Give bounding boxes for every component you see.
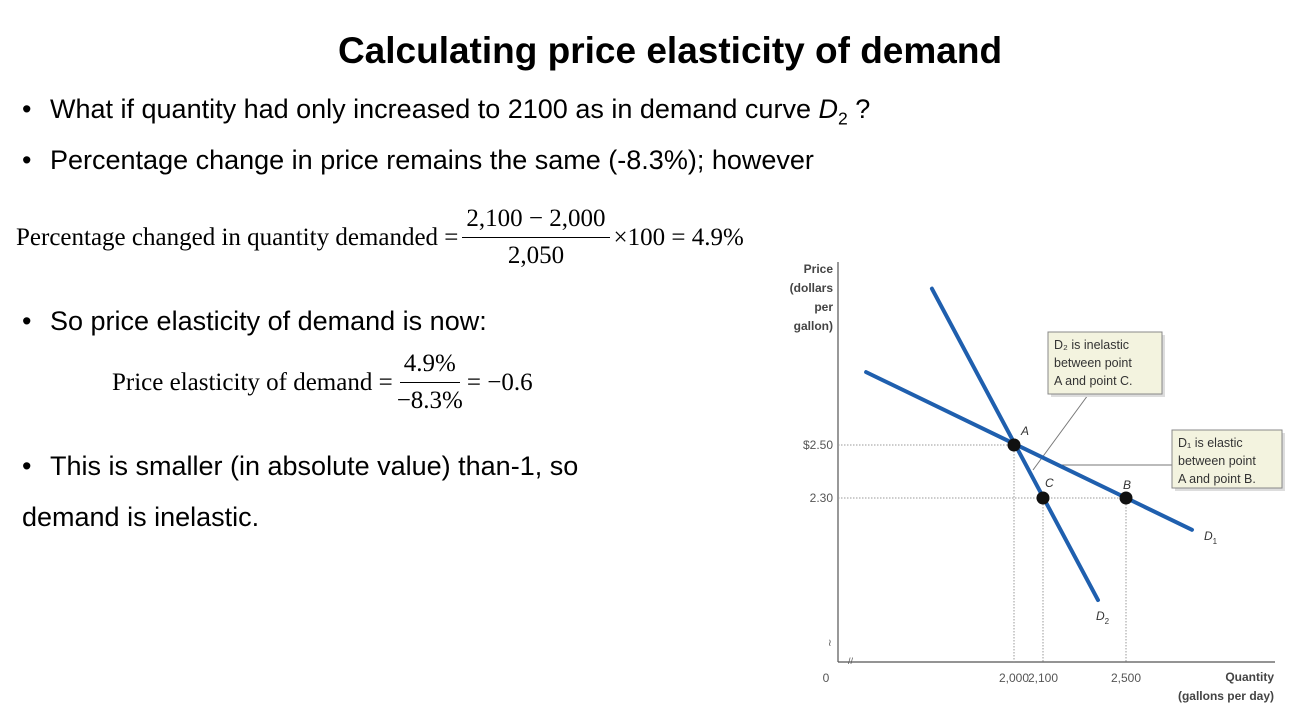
demand-curve-d1 [864, 370, 1194, 532]
axis-break-x: // [848, 656, 854, 666]
bullet-text: This is smaller (in absolute value) than… [50, 451, 579, 481]
bullet-text: So price elasticity of demand is now: [50, 306, 487, 336]
bullet-2: • Percentage change in price remains the … [22, 145, 814, 175]
point-b [1119, 491, 1133, 505]
curve-label-d1: D1 [1204, 529, 1218, 546]
equation-quantity-change: Percentage changed in quantity demanded … [16, 205, 744, 270]
y-axis-label: (dollars [790, 281, 834, 295]
y-tick-label: $2.50 [803, 438, 833, 452]
bullet-3: • So price elasticity of demand is now: [22, 306, 487, 336]
eq-rhs: = −0.6 [466, 368, 533, 396]
bullet-sub: 2 [837, 108, 848, 129]
slide-title: Calculating price elasticity of demand [337, 30, 1003, 71]
bullet-4: • This is smaller (in absolute value) tha… [22, 451, 579, 481]
x-axis-label: Quantity [1225, 670, 1274, 684]
y-axis-label: per [814, 300, 833, 314]
eq-rhs: ×100 = 4.9% [613, 223, 744, 251]
annotation-text: D₂ is inelastic [1054, 338, 1129, 352]
annotation-box-1 [1047, 331, 1163, 395]
axis-break-y: ≀ [828, 638, 832, 649]
point-c [1036, 491, 1050, 505]
bullet-text: Percentage change in price remains the s… [50, 145, 814, 175]
point-label-c: C [1045, 476, 1054, 490]
origin-label: 0 [823, 671, 830, 685]
point-a [1007, 438, 1021, 452]
y-axis-label: gallon) [794, 319, 833, 333]
x-axis-label: (gallons per day) [1178, 689, 1274, 703]
eq-lhs: Price elasticity of demand = [112, 368, 393, 396]
x-tick-label: 2,500 [1111, 671, 1141, 685]
annotation-text: between point [1178, 454, 1256, 468]
x-tick-label: 2,000 [999, 671, 1029, 685]
x-tick-label: 2,100 [1028, 671, 1058, 685]
bullet-tail: ? [847, 94, 871, 124]
bullet-1: • What if quantity had only increased to … [22, 94, 871, 129]
y-tick-label: 2.30 [810, 491, 834, 505]
annotation-text: D₁ is elastic [1178, 436, 1243, 450]
eq-denominator: −8.3% [396, 387, 463, 414]
bullet-var: D [818, 94, 838, 124]
point-label-b: B [1123, 478, 1131, 492]
eq-numerator: 4.9% [399, 350, 460, 383]
eq-lhs: Percentage changed in quantity demanded … [16, 223, 459, 251]
eq-denominator: 2,050 [507, 242, 565, 269]
bullet-text: What if quantity had only increased to 2… [50, 94, 819, 124]
annotation-text: A and point C. [1054, 374, 1133, 388]
point-label-a: A [1020, 424, 1029, 438]
equation-elasticity: Price elasticity of demand = 4.9% −8.3% =… [112, 350, 533, 415]
bullet-4-continuation: demand is inelastic. [22, 502, 260, 532]
annotation-text: A and point B. [1178, 472, 1256, 486]
annotation-box-2 [1171, 429, 1283, 489]
curve-label-d2: D2 [1096, 609, 1110, 626]
y-axis-label: Price [804, 262, 834, 276]
annotation-text: between point [1054, 356, 1132, 370]
eq-numerator: 2,100 − 2,000 [462, 205, 610, 238]
